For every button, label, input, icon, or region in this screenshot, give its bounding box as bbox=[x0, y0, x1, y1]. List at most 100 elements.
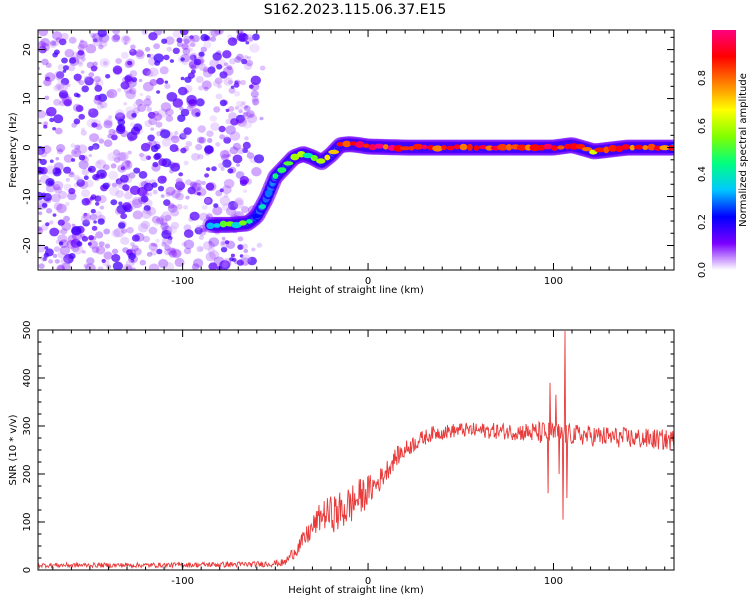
heatmap-cell bbox=[140, 195, 149, 203]
heatmap-cell bbox=[84, 197, 92, 204]
heatmap-cell bbox=[170, 162, 181, 172]
heatmap-cell bbox=[246, 152, 255, 159]
heatmap-cell bbox=[93, 96, 103, 105]
heatmap-cell bbox=[206, 167, 211, 172]
spectrogram-y-tick-label: 20 bbox=[22, 43, 33, 56]
heatmap-cell bbox=[170, 208, 180, 217]
heatmap-cell bbox=[135, 49, 144, 58]
heatmap-cell bbox=[123, 41, 128, 46]
heatmap-cell bbox=[183, 205, 189, 210]
heatmap-cell bbox=[99, 101, 108, 109]
heatmap-cell bbox=[60, 257, 69, 265]
heatmap-cell bbox=[98, 138, 105, 144]
heatmap-cell bbox=[90, 32, 96, 38]
heatmap-cell bbox=[228, 87, 236, 94]
heatmap-cell bbox=[148, 53, 155, 60]
heatmap-cell bbox=[80, 39, 84, 43]
heatmap-cell bbox=[82, 219, 90, 227]
heatmap-cell bbox=[157, 185, 165, 192]
ridge-blob bbox=[569, 143, 579, 150]
heatmap-cell bbox=[49, 117, 55, 123]
ridge-blob bbox=[505, 144, 513, 151]
heatmap-cell bbox=[230, 118, 239, 126]
heatmap-cell bbox=[180, 76, 185, 81]
heatmap-cell bbox=[92, 36, 103, 47]
heatmap-cell bbox=[53, 246, 61, 253]
heatmap-cell bbox=[153, 110, 159, 117]
heatmap-cell bbox=[144, 184, 152, 191]
heatmap-cell bbox=[120, 130, 129, 138]
heatmap-cell bbox=[219, 188, 224, 193]
ridge-blob bbox=[516, 144, 528, 151]
heatmap-cell bbox=[191, 263, 200, 270]
heatmap-cell bbox=[88, 154, 93, 158]
snr-x-axis-label: Height of straight line (km) bbox=[288, 585, 424, 596]
snr-y-tick-label: 300 bbox=[22, 416, 33, 435]
heatmap-cell bbox=[92, 61, 98, 67]
heatmap-cell bbox=[154, 152, 162, 160]
ridge-blob bbox=[265, 190, 273, 196]
heatmap-cell bbox=[250, 90, 259, 98]
heatmap-cell bbox=[164, 248, 172, 256]
heatmap-cell bbox=[198, 235, 204, 240]
heatmap-cell bbox=[192, 258, 204, 268]
heatmap-cell bbox=[38, 211, 43, 216]
heatmap-cell bbox=[66, 239, 77, 249]
heatmap-cell bbox=[144, 120, 153, 128]
heatmap-cell bbox=[223, 77, 233, 86]
heatmap-cell bbox=[78, 62, 83, 67]
heatmap-cell bbox=[163, 54, 170, 61]
heatmap-cell bbox=[93, 76, 102, 83]
heatmap-cell bbox=[229, 146, 239, 155]
heatmap-cell bbox=[210, 122, 220, 131]
ridge-blob bbox=[219, 220, 228, 228]
heatmap-cell bbox=[151, 215, 161, 224]
heatmap-cell bbox=[166, 92, 178, 102]
heatmap-cell bbox=[91, 246, 100, 254]
heatmap-cell bbox=[151, 163, 161, 172]
heatmap-cell bbox=[129, 70, 138, 77]
ridge-blob bbox=[258, 204, 266, 210]
heatmap-cell bbox=[140, 154, 149, 162]
heatmap-cell bbox=[188, 47, 193, 52]
heatmap-cell bbox=[219, 260, 231, 270]
heatmap-cell bbox=[94, 66, 98, 70]
heatmap-cell bbox=[245, 59, 254, 67]
heatmap-cell bbox=[202, 227, 208, 233]
heatmap-cell bbox=[73, 118, 81, 125]
heatmap-cell bbox=[112, 30, 120, 35]
heatmap-cell bbox=[107, 152, 117, 162]
heatmap-cell bbox=[38, 244, 46, 253]
heatmap-cell bbox=[143, 182, 154, 192]
heatmap-cell bbox=[227, 37, 238, 46]
heatmap-cell bbox=[148, 226, 158, 235]
heatmap-cell bbox=[140, 220, 150, 229]
heatmap-cell bbox=[146, 106, 152, 112]
heatmap-cell bbox=[45, 222, 50, 227]
heatmap-cell bbox=[223, 136, 232, 144]
snr-x-tick-label: 100 bbox=[544, 576, 563, 587]
heatmap-cell bbox=[71, 148, 82, 158]
heatmap-cell bbox=[131, 196, 142, 206]
heatmap-cell bbox=[128, 172, 136, 179]
heatmap-cell bbox=[132, 198, 143, 209]
heatmap-cell bbox=[120, 51, 129, 59]
ridge-blob bbox=[336, 142, 344, 147]
heatmap-cell bbox=[68, 171, 75, 178]
heatmap-cell bbox=[199, 212, 209, 221]
heatmap-cell bbox=[59, 100, 66, 107]
ridge-blob bbox=[251, 214, 261, 219]
heatmap-cell bbox=[58, 241, 64, 246]
heatmap-cell bbox=[45, 197, 52, 204]
ridge-blob bbox=[629, 144, 635, 151]
heatmap-cell bbox=[241, 206, 249, 214]
ridge-blob bbox=[399, 146, 411, 151]
snr-marks bbox=[38, 330, 674, 570]
heatmap-cell bbox=[156, 90, 161, 94]
heatmap-cell bbox=[143, 205, 151, 212]
heatmap-cell bbox=[81, 189, 91, 198]
heatmap-cell bbox=[171, 204, 177, 209]
heatmap-cell bbox=[229, 257, 234, 262]
heatmap-cell bbox=[221, 261, 229, 268]
heatmap-cell bbox=[184, 53, 195, 63]
